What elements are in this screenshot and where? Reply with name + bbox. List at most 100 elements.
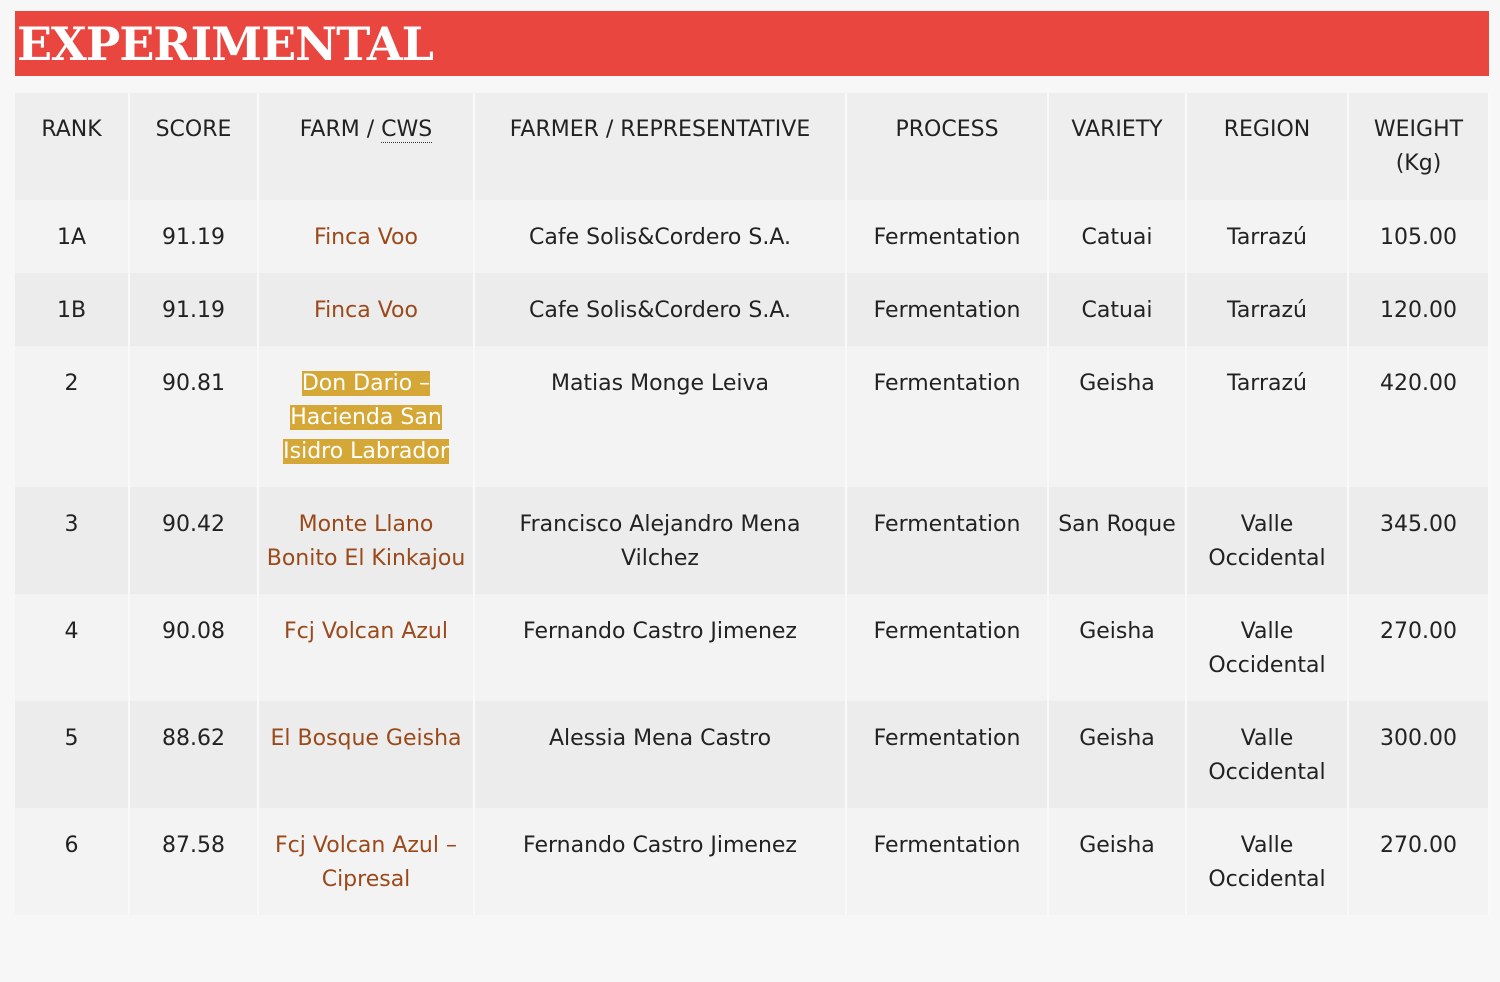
cell-process: Fermentation [846, 346, 1049, 487]
process-value: Fermentation [873, 833, 1021, 858]
cell-farmer: Fernando Castro Jimenez [474, 808, 847, 915]
farm-link[interactable]: Monte Llano Bonito El Kinkajou [266, 512, 466, 571]
weight-value: 345.00 [1380, 512, 1457, 537]
header-weight: WEIGHT (Kg) [1348, 93, 1490, 200]
variety-value: Geisha [1079, 833, 1155, 858]
table-row: 6 87.58 Fcj Volcan Azul – Cipresal Fernando… [15, 808, 1490, 915]
variety-value: Geisha [1079, 619, 1155, 644]
rank-value: 4 [64, 619, 79, 644]
header-variety: VARIETY [1048, 93, 1187, 200]
cell-rank: 1B [15, 273, 130, 346]
farmer-value: Fernando Castro Jimenez [523, 619, 797, 644]
cell-farmer: Matias Monge Leiva [474, 346, 847, 487]
cell-farm: Fcj Volcan Azul – Cipresal [258, 808, 475, 915]
cell-variety: Geisha [1048, 808, 1187, 915]
cell-weight: 420.00 [1348, 346, 1490, 487]
table-row: 4 90.08 Fcj Volcan Azul Fernando Castro Jim… [15, 594, 1490, 701]
cell-weight: 120.00 [1348, 273, 1490, 346]
rank-value: 5 [64, 726, 79, 751]
farmer-value: Cafe Solis&Cordero S.A. [529, 298, 791, 323]
farmer-value: Matias Monge Leiva [550, 371, 770, 396]
farm-link[interactable]: Fcj Volcan Azul – Cipresal [275, 833, 457, 892]
weight-value: 105.00 [1380, 225, 1457, 250]
cell-farmer: Francisco Alejandro Mena Vilchez [474, 487, 847, 594]
cell-farm: Finca Voo [258, 200, 475, 273]
score-value: 87.58 [162, 833, 225, 858]
weight-value: 270.00 [1380, 833, 1457, 858]
variety-value: Geisha [1079, 371, 1155, 396]
farm-link[interactable]: Finca Voo [314, 298, 418, 323]
table-row: 3 90.42 Monte Llano Bonito El Kinkajou Fran… [15, 487, 1490, 594]
weight-value: 270.00 [1380, 619, 1457, 644]
cell-region: Valle Occidental [1186, 487, 1349, 594]
cell-variety: San Roque [1048, 487, 1187, 594]
cell-rank: 6 [15, 808, 130, 915]
region-value: Tarrazú [1227, 371, 1307, 396]
cell-process: Fermentation [846, 273, 1049, 346]
score-value: 90.81 [162, 371, 225, 396]
header-farmer: FARMER / REPRESENTATIVE [474, 93, 847, 200]
cell-region: Valle Occidental [1186, 701, 1349, 808]
cell-rank: 5 [15, 701, 130, 808]
farm-link[interactable]: Don Dario – Hacienda San Isidro Labrador [283, 371, 449, 464]
header-row: RANK SCORE FARM / CWS FARMER / REPRESENT… [15, 93, 1490, 200]
cell-rank: 3 [15, 487, 130, 594]
cell-score: 88.62 [129, 701, 259, 808]
cell-rank: 2 [15, 346, 130, 487]
table-row: 2 90.81 Don Dario – Hacienda San Isidro La… [15, 346, 1490, 487]
weight-value: 420.00 [1380, 371, 1457, 396]
rank-value: 1A [56, 225, 87, 250]
cell-score: 87.58 [129, 808, 259, 915]
farm-link[interactable]: Fcj Volcan Azul [284, 619, 448, 644]
table-row: 1B 91.19 Finca Voo Cafe Solis&Cordero S.A. F… [15, 273, 1490, 346]
cell-rank: 1A [15, 200, 130, 273]
score-value: 91.19 [162, 298, 225, 323]
region-value: Valle Occidental [1208, 512, 1326, 571]
cell-weight: 345.00 [1348, 487, 1490, 594]
cell-weight: 270.00 [1348, 808, 1490, 915]
header-region: REGION [1186, 93, 1349, 200]
cell-region: Tarrazú [1186, 200, 1349, 273]
cell-farmer: Cafe Solis&Cordero S.A. [474, 273, 847, 346]
cell-score: 91.19 [129, 273, 259, 346]
table-row: 1A 91.19 Finca Voo Cafe Solis&Cordero S.A. F… [15, 200, 1490, 273]
cell-farmer: Fernando Castro Jimenez [474, 594, 847, 701]
farmer-value: Francisco Alejandro Mena Vilchez [519, 512, 801, 571]
cell-region: Valle Occidental [1186, 808, 1349, 915]
farm-link[interactable]: Finca Voo [314, 225, 418, 250]
cell-score: 90.08 [129, 594, 259, 701]
cws-abbreviation[interactable]: CWS [381, 117, 433, 143]
farmer-value: Cafe Solis&Cordero S.A. [529, 225, 791, 250]
cell-process: Fermentation [846, 200, 1049, 273]
cell-variety: Geisha [1048, 701, 1187, 808]
score-value: 88.62 [162, 726, 225, 751]
header-score: SCORE [129, 93, 259, 200]
cell-process: Fermentation [846, 808, 1049, 915]
header-farm: FARM / CWS [258, 93, 475, 200]
weight-value: 300.00 [1380, 726, 1457, 751]
weight-value: 120.00 [1380, 298, 1457, 323]
region-value: Tarrazú [1227, 298, 1307, 323]
results-table: RANK SCORE FARM / CWS FARMER / REPRESENT… [15, 93, 1490, 915]
header-process: PROCESS [846, 93, 1049, 200]
score-value: 91.19 [162, 225, 225, 250]
region-value: Tarrazú [1227, 225, 1307, 250]
cell-farm: Finca Voo [258, 273, 475, 346]
header-rank: RANK [15, 93, 130, 200]
farm-link[interactable]: El Bosque Geisha [270, 726, 462, 751]
cell-farmer: Alessia Mena Castro [474, 701, 847, 808]
cell-region: Tarrazú [1186, 346, 1349, 487]
cell-score: 90.42 [129, 487, 259, 594]
rank-value: 6 [64, 833, 79, 858]
process-value: Fermentation [873, 298, 1021, 323]
cell-region: Tarrazú [1186, 273, 1349, 346]
rank-value: 2 [64, 371, 79, 396]
variety-value: Geisha [1079, 726, 1155, 751]
score-value: 90.42 [162, 512, 225, 537]
process-value: Fermentation [873, 619, 1021, 644]
cell-weight: 300.00 [1348, 701, 1490, 808]
score-value: 90.08 [162, 619, 225, 644]
cell-farm: Fcj Volcan Azul [258, 594, 475, 701]
process-value: Fermentation [873, 371, 1021, 396]
cell-farm: El Bosque Geisha [258, 701, 475, 808]
